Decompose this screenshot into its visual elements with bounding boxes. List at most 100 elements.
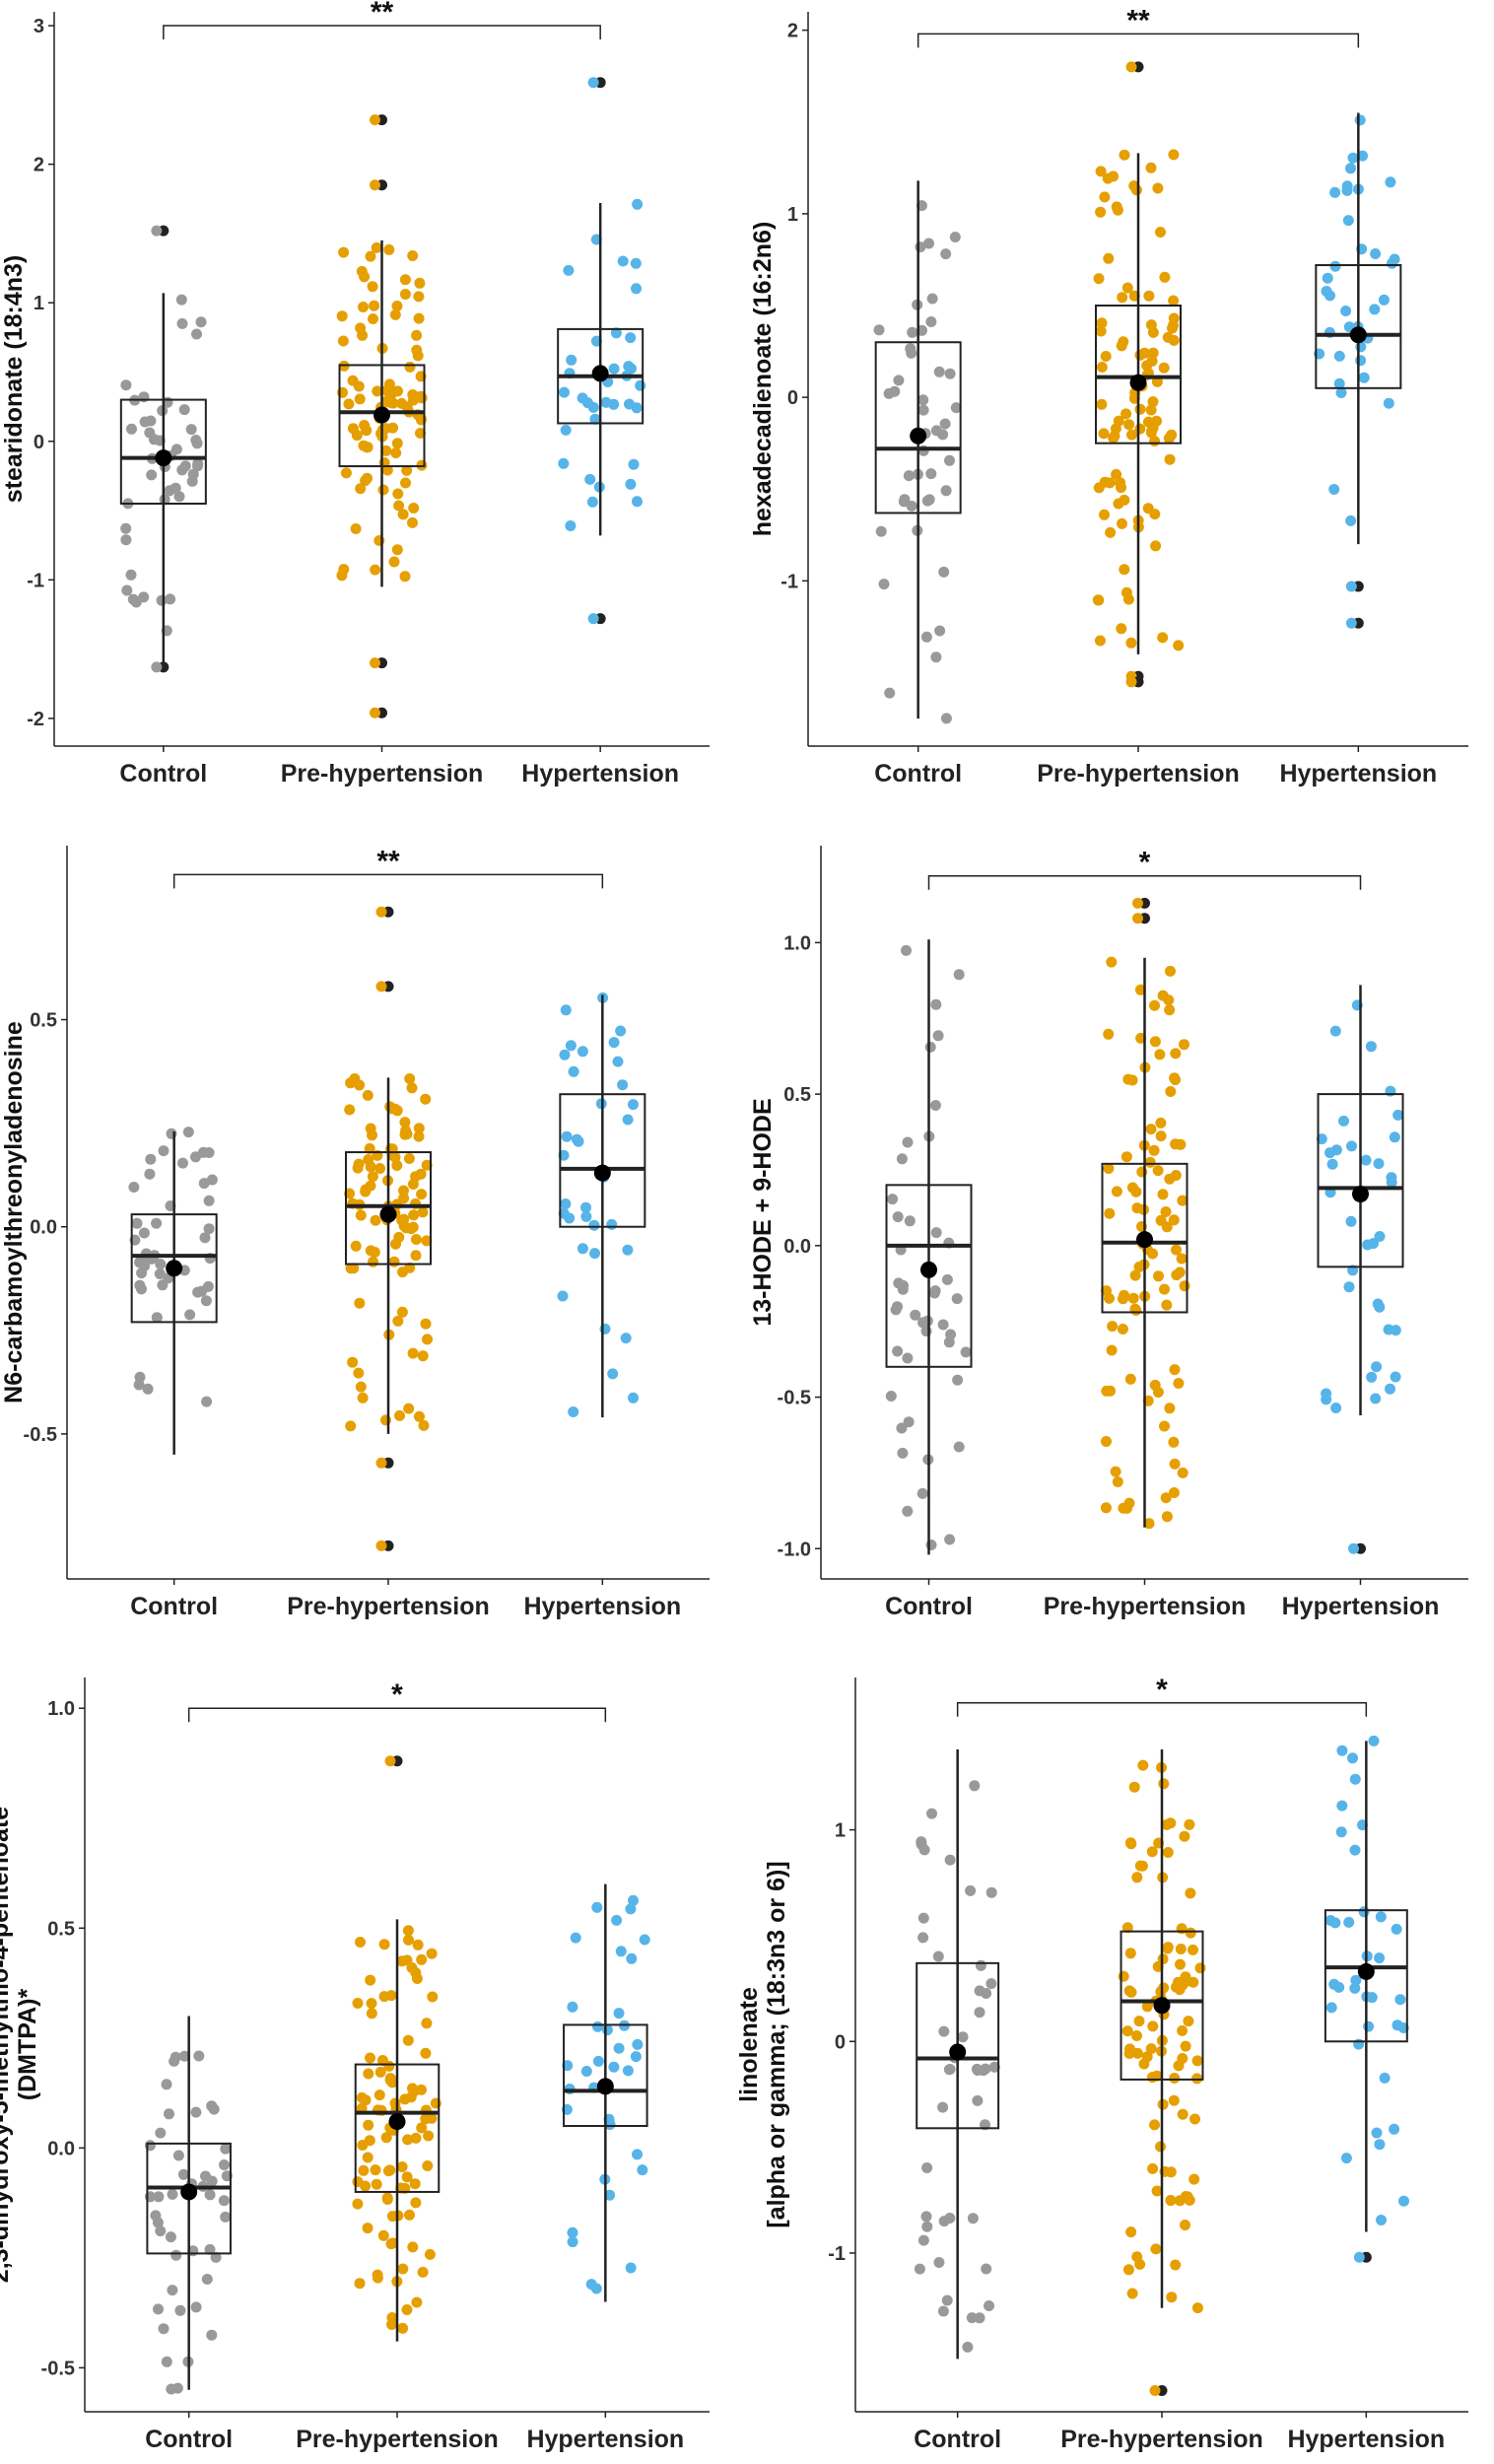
y-tick-label: 0.0 (30, 1217, 57, 1239)
data-point (206, 2329, 218, 2341)
mean-point (1136, 1231, 1153, 1249)
data-point (365, 1123, 376, 1134)
box (874, 341, 962, 514)
data-point (1174, 1266, 1186, 1278)
data-point (937, 2305, 949, 2317)
data-point (1336, 1800, 1348, 1812)
data-point (1101, 1385, 1113, 1397)
data-point (567, 2226, 578, 2238)
data-point (408, 1209, 420, 1221)
data-point (1370, 248, 1382, 259)
data-point (988, 2061, 1000, 2073)
data-point (166, 2383, 177, 2395)
data-point (1177, 2108, 1188, 2120)
y-tick-label: 1.0 (783, 932, 811, 954)
data-point (386, 2312, 398, 2323)
data-point (1099, 191, 1111, 203)
data-point (362, 2223, 374, 2234)
data-point (1133, 2016, 1145, 2027)
data-point (399, 1117, 411, 1129)
data-point (402, 1925, 414, 1937)
data-point (144, 427, 156, 439)
x-tick-label: Control (885, 1593, 973, 1620)
data-point (1325, 2002, 1337, 2014)
significance-bracket (163, 25, 601, 40)
data-point (1369, 304, 1381, 315)
mean-point (1352, 1186, 1369, 1203)
panel-1: -2 -1 0 1 2 3 stearidonate (18:4n3) Control Pre-… (0, 0, 710, 787)
data-point (1333, 377, 1345, 389)
data-point (1120, 1151, 1132, 1163)
data-point (1117, 292, 1128, 304)
data-point (1142, 503, 1154, 514)
box (338, 364, 426, 468)
data-point (985, 1978, 997, 1990)
data-point (191, 438, 203, 449)
data-point (353, 1367, 365, 1379)
data-point (577, 1243, 588, 1255)
data-point (907, 326, 918, 338)
data-point (126, 423, 137, 435)
significance-label: * (1156, 1674, 1168, 1706)
data-point (580, 1210, 592, 1222)
data-point (628, 1099, 639, 1111)
box (559, 1093, 646, 1228)
data-point (1343, 1916, 1355, 1928)
data-point (396, 1955, 408, 1967)
data-point (1355, 355, 1367, 367)
data-point (1391, 1923, 1402, 1935)
data-point (1162, 1847, 1174, 1858)
data-point (1170, 2259, 1182, 2271)
data-point (1341, 180, 1353, 192)
data-point (617, 255, 629, 267)
data-point (358, 2164, 370, 2176)
data-point (1374, 1231, 1386, 1242)
data-point (1151, 2185, 1163, 2197)
data-point (364, 2135, 375, 2147)
data-point (622, 1114, 634, 1126)
data-point (1157, 1189, 1169, 1200)
data-point (1160, 1492, 1172, 1504)
data-point (1321, 1388, 1332, 1400)
data-point (1124, 2043, 1135, 2055)
data-point (391, 301, 403, 311)
data-point (357, 1392, 369, 1403)
data-point (421, 1235, 433, 1247)
data-point (422, 1334, 433, 1345)
data-point (924, 1041, 936, 1053)
data-point (1143, 1518, 1155, 1530)
data-point (421, 2018, 433, 2029)
data-point (632, 496, 643, 508)
data-point (1335, 387, 1347, 398)
data-point (1392, 1109, 1404, 1121)
data-point (937, 429, 949, 441)
data-point (1346, 1140, 1357, 1152)
data-point (604, 2189, 616, 2201)
y-tick-label: 2 (34, 155, 44, 176)
data-point (392, 488, 404, 500)
data-point (370, 114, 380, 126)
data-point (940, 713, 952, 724)
data-point (1125, 1838, 1137, 1850)
data-point (347, 1356, 359, 1368)
data-point (1163, 994, 1175, 1006)
data-point (371, 2178, 382, 2190)
data-point (1180, 2220, 1190, 2230)
data-point (898, 496, 910, 508)
data-point (587, 613, 599, 625)
data-point (399, 571, 411, 582)
data-point (925, 468, 937, 480)
data-point (1385, 1383, 1395, 1395)
data-point (365, 1161, 376, 1173)
data-point (626, 363, 637, 375)
data-point (176, 317, 188, 329)
mean-point (379, 1205, 397, 1223)
data-point (355, 483, 367, 495)
mean-point (1349, 326, 1367, 344)
data-point (1345, 163, 1356, 174)
data-point (1119, 149, 1130, 161)
data-point (612, 1056, 624, 1067)
data-point (416, 2084, 427, 2095)
data-point (399, 289, 411, 300)
data-point (383, 243, 395, 255)
